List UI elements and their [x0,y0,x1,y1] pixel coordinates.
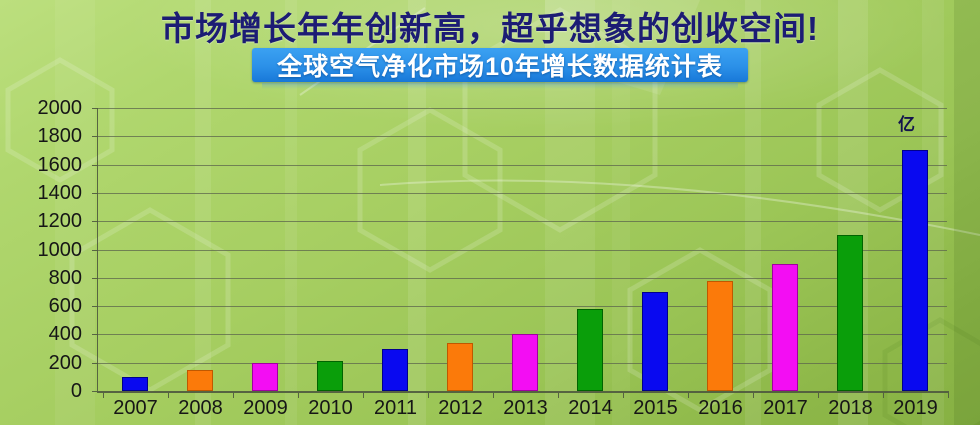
chart-title-text: 全球空气净化市场10年增长数据统计表 [277,53,723,81]
bg-stripe [745,0,761,425]
x-axis-tick [882,393,884,398]
x-axis-label-2017: 2017 [763,397,808,419]
x-axis-label-2009: 2009 [243,397,288,419]
y-axis-label-400: 400 [48,323,82,346]
y-axis-tick-1000 [92,249,97,251]
bg-stripe [195,0,211,425]
gridline-1600 [97,164,947,166]
y-axis-label-2000: 2000 [37,97,83,119]
x-axis-label-2010: 2010 [308,397,353,419]
bg-stripe [612,0,630,425]
x-axis-tick [362,393,364,398]
gridline-2000 [97,108,947,109]
x-axis-label-2015: 2015 [633,397,678,419]
y-axis-tick-2000 [92,108,97,109]
x-axis-tick [297,393,299,398]
bar-2009 [252,362,278,391]
x-axis-tick [102,393,104,398]
y-axis-label-1800: 1800 [37,125,83,148]
x-axis-tick [947,393,949,398]
bar-2019 [902,150,928,391]
y-axis-tick-600 [92,306,97,308]
y-axis-label-0: 0 [70,380,82,402]
y-axis-tick-400 [92,334,97,336]
bar-2008 [187,369,213,391]
y-axis-label-600: 600 [48,295,82,318]
y-axis-tick-1600 [92,164,97,166]
unit-label: 亿 [898,115,915,134]
x-axis-tick [232,393,234,398]
x-axis-label-2011: 2011 [373,397,417,419]
bar-2018 [837,235,863,391]
bg-stripe [408,0,426,425]
y-axis-label-1400: 1400 [37,181,83,204]
x-axis-label-2019: 2019 [893,397,938,419]
bar-2010 [317,361,343,391]
banner-reflection [262,83,738,89]
y-axis-tick-0 [92,391,97,392]
y-axis-label-1000: 1000 [37,238,83,261]
x-axis-tick [752,393,754,398]
x-axis-label-2008: 2008 [178,397,223,419]
x-axis-tick [622,393,624,398]
gridline-1200 [97,221,947,223]
bar-2015 [642,291,668,391]
x-axis-label-2018: 2018 [828,397,873,419]
x-axis-label-2013: 2013 [503,397,548,419]
y-axis-tick-800 [92,277,97,279]
bar-2011 [382,348,408,391]
chart-title-banner: 全球空气净化市场10年增长数据统计表 [252,48,748,82]
bg-stripe [285,0,297,425]
y-axis-tick-200 [92,362,97,364]
x-axis-label-2007: 2007 [113,397,158,419]
gridline-1000 [97,249,947,251]
gridline-600 [97,306,947,308]
y-axis-line [97,108,98,391]
y-axis-label-1600: 1600 [37,153,83,176]
x-axis-tick [687,393,689,398]
y-axis-tick-1200 [92,221,97,223]
x-axis-tick [427,393,429,398]
x-axis-tick [817,393,819,398]
x-axis-label-2014: 2014 [568,397,613,419]
bar-2014 [577,308,603,391]
gridline-1800 [97,136,947,138]
bar-2012 [447,342,473,391]
bg-stripe [55,0,95,425]
page-title: 市场增长年年创新高，超乎想象的创收空间! [161,10,819,47]
y-axis-label-1200: 1200 [37,210,83,233]
gridline-800 [97,277,947,279]
bg-right-shade [954,0,980,425]
x-axis-tick [557,393,559,398]
x-axis-tick [167,393,169,398]
y-axis-label-200: 200 [48,351,82,374]
bar-2017 [772,263,798,391]
gridline-1400 [97,192,947,194]
bar-2007 [122,376,148,391]
x-axis-label-2016: 2016 [698,397,743,419]
y-axis-tick-1400 [92,192,97,194]
bar-2013 [512,334,538,391]
x-axis-tick [492,393,494,398]
bar-2016 [707,280,733,391]
x-axis-line [97,391,949,393]
x-axis-label-2012: 2012 [438,397,483,419]
y-axis-tick-1800 [92,136,97,138]
y-axis-label-800: 800 [48,266,82,289]
